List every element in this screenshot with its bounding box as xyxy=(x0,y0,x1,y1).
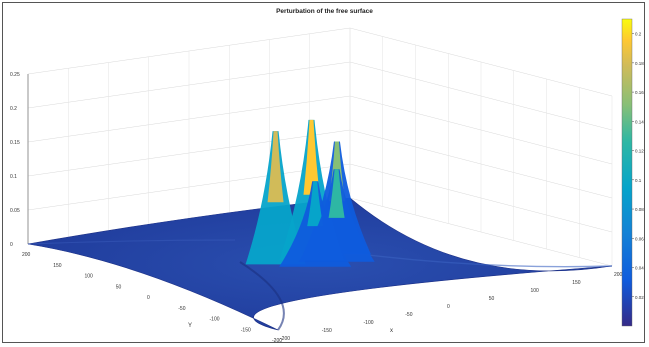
y-tick-label: 0 xyxy=(147,295,150,301)
colorbar-tick-label: 0.04 xyxy=(635,266,644,271)
y-tick-label: 50 xyxy=(116,284,122,290)
x-axis-label: x xyxy=(390,328,393,334)
z-tick-label: 0.1 xyxy=(10,174,17,180)
x-tick-label: 50 xyxy=(489,296,495,302)
colorbar-tick-label: 0.08 xyxy=(635,207,644,212)
peak-tip xyxy=(328,169,345,218)
x-tick-label: 150 xyxy=(572,280,581,286)
colorbar-tick-label: 0.06 xyxy=(635,236,644,241)
axis-ticks: 0 0.05 0.1 0.15 0.2 0.25 200 150 100 50 0 -50 -100 -1… xyxy=(10,72,623,344)
colorbar-tick-label: 0.14 xyxy=(635,119,644,124)
peak-tip xyxy=(307,181,324,227)
colorbar-tick-label: 0.2 xyxy=(635,32,642,37)
z-tick-label: 0 xyxy=(10,242,13,248)
y-tick-label: 150 xyxy=(53,263,62,269)
y-tick-label: -200 xyxy=(272,338,282,344)
colorbar-scale xyxy=(621,18,633,327)
y-axis-label: Y xyxy=(188,323,192,329)
colorbar-tick-label: 0.1 xyxy=(635,178,642,183)
peak-tip xyxy=(267,131,284,203)
surface-peaks xyxy=(245,119,375,267)
colorbar-tick-label: 0.12 xyxy=(635,149,644,154)
colorbar-tick-label: 0.16 xyxy=(635,90,644,95)
x-tick-label: -200 xyxy=(280,336,290,342)
wake-line xyxy=(27,239,236,245)
x-tick-label: -100 xyxy=(364,320,374,326)
z-tick-label: 0.05 xyxy=(10,208,20,214)
z-tick-label: 0.2 xyxy=(10,106,17,112)
y-tick-label: 200 xyxy=(22,252,31,258)
colorbar: 0.02 0.04 0.06 0.08 0.1 0.12 0.14 0.16 0.18 0.2 xyxy=(621,18,644,327)
y-tick-label: -150 xyxy=(241,327,251,333)
z-tick-label: 0.25 xyxy=(10,72,20,78)
z-tick-label: 0.15 xyxy=(10,140,20,146)
x-tick-label: 0 xyxy=(447,304,450,310)
wake-line xyxy=(239,261,285,331)
y-tick-label: -50 xyxy=(178,306,185,312)
x-tick-label: 200 xyxy=(614,272,623,278)
colorbar-tick-label: 0.02 xyxy=(635,295,644,300)
x-tick-label: -150 xyxy=(322,328,332,334)
colorbar-tick-label: 0.18 xyxy=(635,61,644,66)
chart-title: Perturbation of the free surface xyxy=(276,8,373,15)
x-tick-label: -50 xyxy=(405,312,412,318)
y-tick-label: -100 xyxy=(210,317,220,323)
x-tick-label: 100 xyxy=(531,288,540,294)
y-tick-label: 100 xyxy=(85,274,94,280)
peak-tip xyxy=(303,119,320,195)
